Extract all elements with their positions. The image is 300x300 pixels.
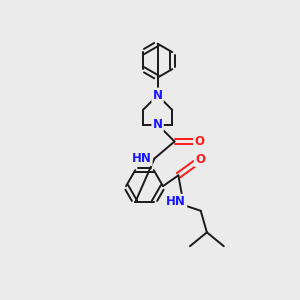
Text: HN: HN — [132, 152, 152, 165]
Text: N: N — [153, 89, 163, 102]
Text: O: O — [194, 135, 204, 148]
Text: N: N — [153, 118, 163, 131]
Text: HN: HN — [166, 195, 186, 208]
Text: O: O — [195, 153, 205, 166]
